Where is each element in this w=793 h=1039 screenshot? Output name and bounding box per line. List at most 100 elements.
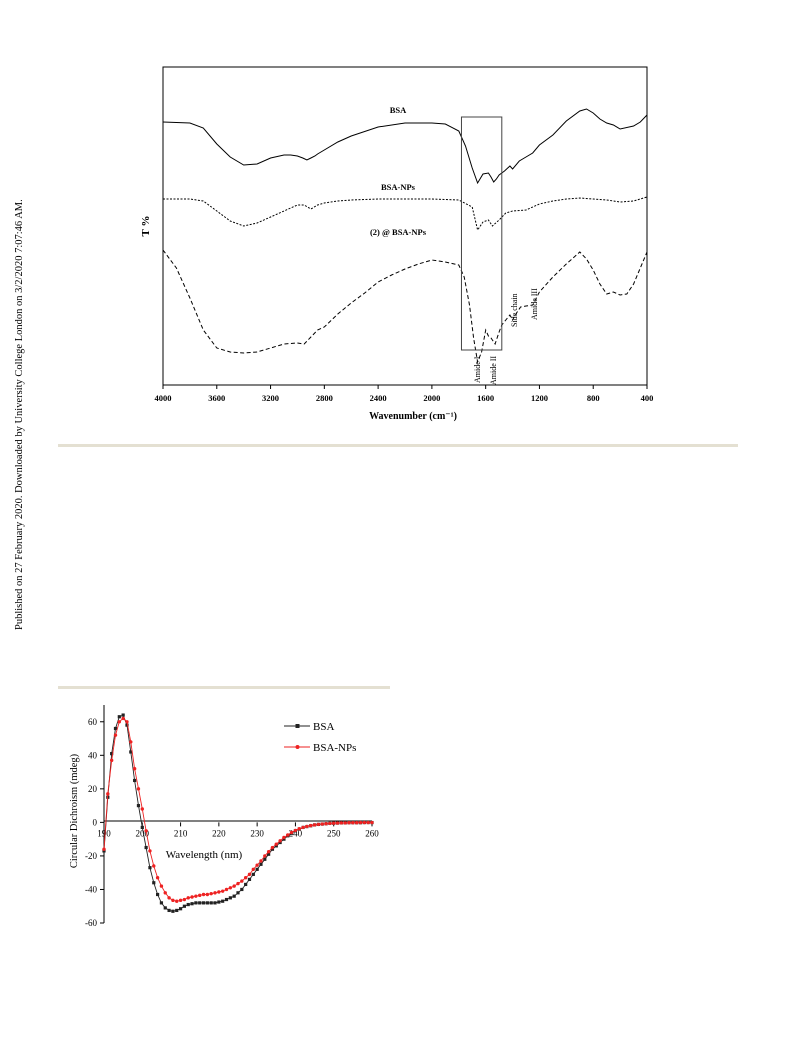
cd-data-point [213,901,217,905]
cd-x-tick-label: 200 [136,828,150,838]
cd-data-point [220,889,225,893]
cd-data-point [182,897,187,902]
cd-data-point [217,900,221,904]
cd-data-point [167,908,171,913]
cd-data-point [159,901,164,905]
cd-data-point [156,892,160,897]
ftir-label-bsa: BSA [390,105,407,115]
cd-data-point [201,892,206,897]
cd-data-point [293,828,298,833]
cd-data-point [236,891,240,895]
cd-data-point [255,867,259,871]
ftir-x-tick-label: 400 [641,393,654,403]
cd-data-point [144,829,148,833]
cd-data-point [152,864,156,868]
ftir-series-line [162,249,648,364]
cd-y-tick-label: -40 [85,884,97,894]
cd-y-tick-label: 20 [88,784,98,794]
ftir-x-tick-label: 4000 [155,393,172,403]
cd-data-point [343,821,347,825]
cd-data-point [347,821,351,825]
cd-data-point [102,847,106,851]
cd-data-point [224,887,229,892]
cd-data-point [263,854,267,858]
ftir-label-side-chain: Side chain [510,293,519,327]
ftir-spectrum-chart: 4000 3600 3200 2800 2400 2000 1600 1200 800 400 B… [140,66,654,422]
cd-x-tick-label: 240 [289,828,303,838]
cd-data-point [152,881,156,885]
cd-data-point [267,852,271,856]
cd-data-point [190,902,194,906]
cd-data-point [148,866,152,870]
cd-data-point [132,767,137,771]
cd-data-point [198,893,202,898]
cd-data-point [224,897,229,902]
cd-data-point [358,820,363,825]
cd-data-point [217,890,221,894]
ftir-label-amide-2: Amide II [489,356,498,385]
cd-data-point [274,842,278,846]
cd-data-point [297,827,301,831]
cd-data-point [309,823,313,828]
cd-data-point [312,823,317,827]
cd-y-axis-label: Circular Dichroism (mdeg) [69,753,80,868]
cd-data-point [121,716,125,721]
cd-data-point [148,849,152,853]
cd-data-point [194,901,198,905]
cd-data-point [232,894,236,898]
cd-data-point [213,891,217,895]
cd-data-point [240,879,244,883]
cd-data-point [324,822,328,826]
ftir-label-bsa-nps: BSA-NPs [381,182,416,192]
ftir-label-amide-3: Amide III [530,288,539,320]
cd-data-point [263,857,267,861]
cd-data-point [117,715,121,719]
cd-data-point [186,896,190,900]
ftir-x-tick-label: 1200 [531,393,548,403]
ftir-x-tick-label: 800 [587,393,600,403]
cd-data-point [228,896,232,900]
cd-data-point [178,907,183,911]
cd-data-point [339,821,344,825]
cd-data-point [117,720,122,724]
ftir-x-tick-label: 1600 [477,393,494,403]
cd-data-point [110,752,114,756]
cd-data-point [136,804,141,808]
cd-legend-marker [295,745,300,749]
cd-data-point [247,872,252,877]
cd-data-point [209,901,213,905]
cd-y-tick-label: 0 [93,817,98,827]
cd-data-point [133,778,137,783]
cd-data-point [129,740,133,744]
cd-data-point [125,720,129,724]
cd-data-point [175,899,179,903]
cd-x-tick-label: 220 [212,828,226,838]
cd-x-tick-label: 230 [250,828,264,838]
ftir-x-tick-label: 3600 [208,393,225,403]
cd-data-point [240,887,244,892]
amide-highlight-box [460,116,503,351]
cd-data-point [228,886,233,890]
cd-data-point [182,904,186,908]
cd-data-point [244,882,248,887]
ftir-label-amide-1: Amide I [473,356,482,383]
cd-data-point [167,896,171,900]
cd-x-axis-label: Wavelength (nm) [166,849,243,861]
cd-data-point [190,895,194,899]
cd-x-tick-label: 210 [174,828,188,838]
cd-data-point [366,820,370,825]
ftir-x-tick-label: 2800 [316,393,333,403]
cd-data-point [354,821,359,825]
section-divider [58,444,738,447]
ftir-x-axis-label: Wavenumber (cm⁻¹) [369,411,457,422]
ftir-y-axis-label: T % [140,216,152,237]
cd-legend-label: BSA-NPs [313,742,356,754]
cd-data-point [155,876,160,880]
cd-data-point [316,822,321,827]
cd-legend-marker [295,724,300,728]
cd-data-point [129,750,133,754]
cd-data-point [163,891,167,895]
cd-data-point [194,894,198,898]
cd-data-point [335,821,340,825]
